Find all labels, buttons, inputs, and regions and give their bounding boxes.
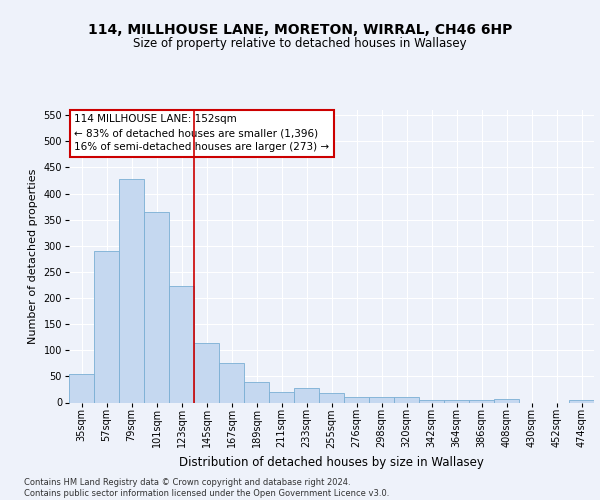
Bar (319, 393, 344, 402)
Bar (569, 400, 594, 402)
Bar (244, 382, 269, 402)
Bar (94, 251, 119, 402)
Y-axis label: Number of detached properties: Number of detached properties (28, 168, 38, 344)
Bar (144, 212, 169, 402)
Text: Size of property relative to detached houses in Wallasey: Size of property relative to detached ho… (133, 38, 467, 51)
Bar (194, 344, 219, 402)
Bar (469, 400, 494, 402)
Text: 114, MILLHOUSE LANE, MORETON, WIRRAL, CH46 6HP: 114, MILLHOUSE LANE, MORETON, WIRRAL, CH… (88, 22, 512, 36)
Bar (169, 286, 194, 403)
Bar (419, 400, 444, 402)
Text: Contains HM Land Registry data © Crown copyright and database right 2024.
Contai: Contains HM Land Registry data © Crown c… (24, 478, 389, 498)
Bar (219, 363, 244, 403)
Bar (344, 398, 369, 402)
Bar (494, 400, 519, 402)
Bar (444, 400, 469, 402)
Bar (119, 179, 144, 402)
Bar (294, 388, 319, 402)
Text: 114 MILLHOUSE LANE: 152sqm
← 83% of detached houses are smaller (1,396)
16% of s: 114 MILLHOUSE LANE: 152sqm ← 83% of deta… (74, 114, 329, 152)
Bar (394, 398, 419, 402)
X-axis label: Distribution of detached houses by size in Wallasey: Distribution of detached houses by size … (179, 456, 484, 469)
Bar (69, 374, 94, 402)
Bar (269, 392, 294, 402)
Bar (369, 398, 394, 402)
